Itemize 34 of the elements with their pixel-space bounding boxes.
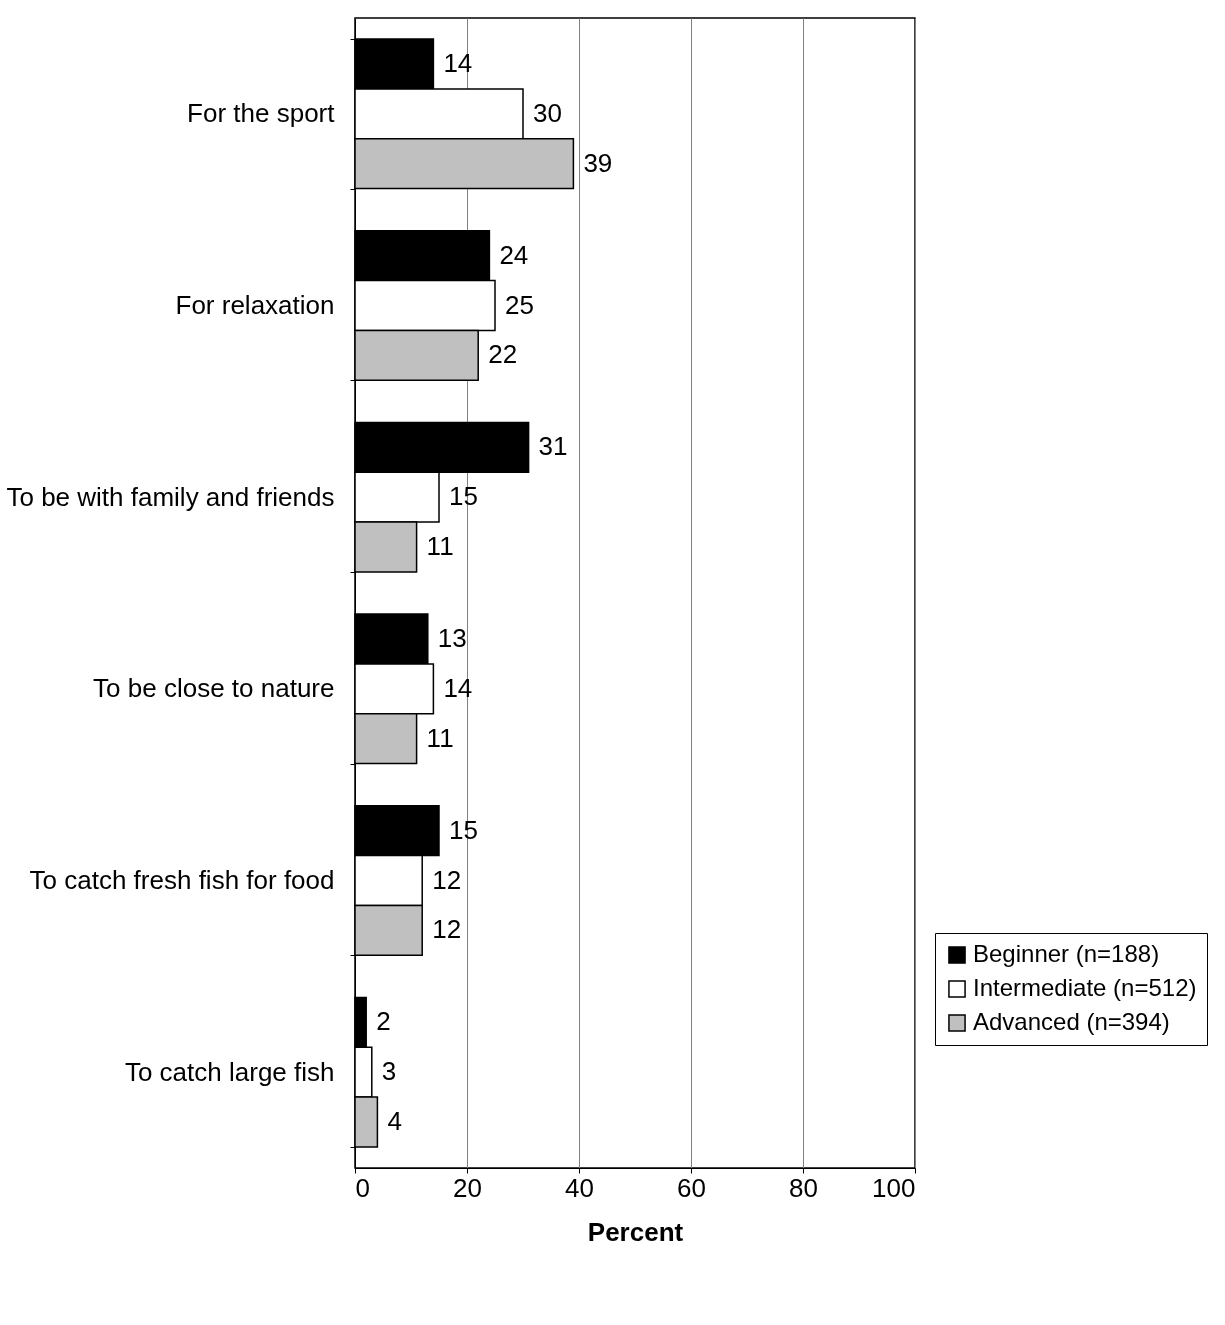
y-tick-label: To catch large fish (124, 1056, 335, 1087)
x-tick-label: 20 (453, 1172, 482, 1203)
y-tick-label: To be with family and friends (6, 481, 335, 512)
x-tick-label: 100 (872, 1172, 916, 1203)
data-label: 30 (533, 97, 562, 128)
data-label: 31 (538, 431, 568, 462)
data-label: 14 (443, 672, 473, 703)
data-label: 24 (499, 239, 529, 270)
x-tick-label: 80 (789, 1172, 818, 1203)
data-label: 15 (449, 814, 478, 845)
data-label: 11 (426, 722, 454, 753)
data-label: 22 (488, 339, 518, 370)
x-tick-label: 40 (565, 1172, 594, 1203)
x-axis-title: Percent (587, 1216, 684, 1247)
data-label: 39 (583, 147, 613, 178)
data-label: 14 (443, 48, 473, 78)
y-tick-label: For the sport (187, 98, 336, 129)
y-tick-label: To catch fresh fish for food (29, 865, 335, 895)
legend-label: Beginner (n=188) (973, 940, 1160, 967)
data-label: 2 (376, 1006, 391, 1037)
x-tick-label: 0 (355, 1172, 370, 1203)
data-label: 13 (437, 623, 467, 653)
legend-label: Intermediate (n=512) (973, 974, 1197, 1001)
x-tick-label: 60 (677, 1172, 706, 1203)
data-label: 25 (505, 289, 534, 320)
data-label: 12 (432, 914, 462, 945)
y-tick-label: For relaxation (175, 290, 335, 320)
data-label: 11 (426, 531, 454, 561)
data-label: 4 (387, 1106, 402, 1136)
y-tick-label: To be close to nature (93, 673, 335, 704)
legend-label: Advanced (n=394) (973, 1008, 1170, 1035)
data-label: 15 (449, 481, 478, 512)
data-label: 3 (381, 1056, 397, 1087)
data-label: 12 (432, 864, 462, 895)
